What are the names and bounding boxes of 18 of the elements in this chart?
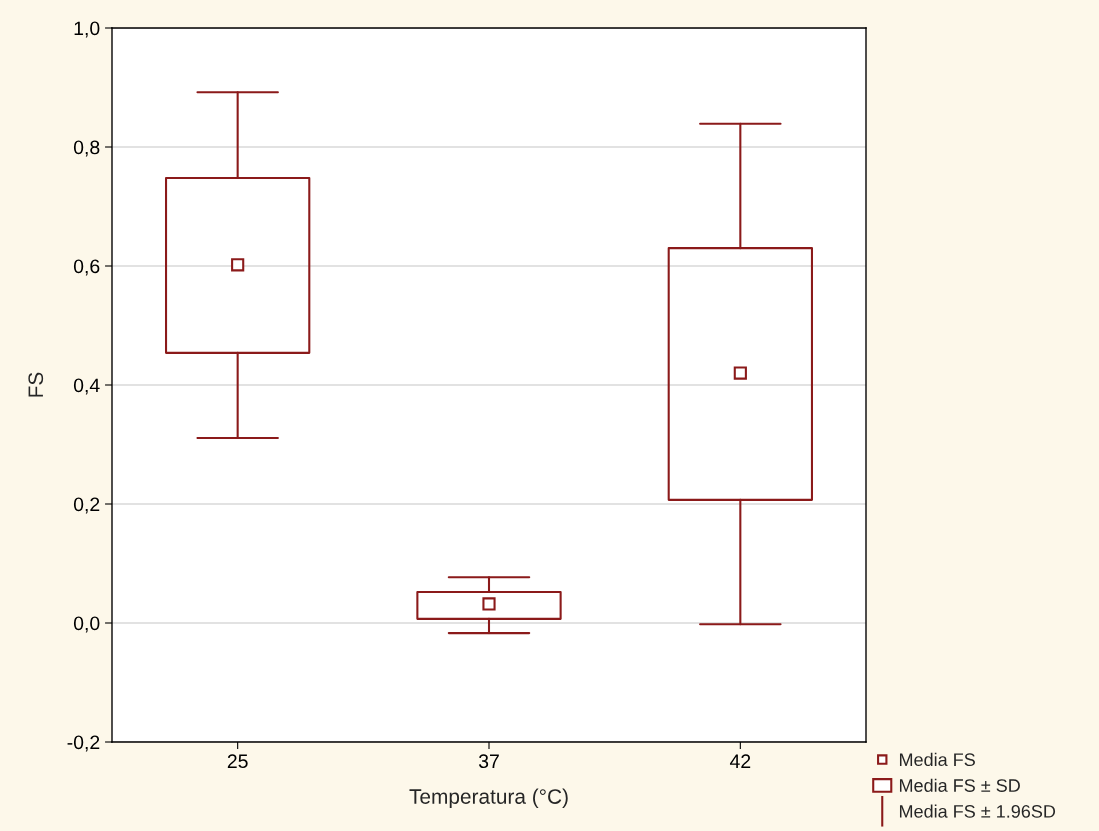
y-tick-label: 0,6 xyxy=(73,259,100,276)
text: Media FS ± 1.96SD xyxy=(899,804,1056,818)
y-tick-label: 0,4 xyxy=(73,378,100,395)
x-tick-label: 42 xyxy=(729,754,751,768)
legend-label: Media FS ± SD xyxy=(899,778,1020,792)
y-tick-label: 0,2 xyxy=(73,497,100,514)
x-tick-label: 37 xyxy=(478,754,499,769)
legend-label: Media FS xyxy=(899,752,975,767)
point xyxy=(231,258,245,272)
x-tick-label: 25 xyxy=(227,754,248,769)
y-tick-label: 0,8 xyxy=(73,140,100,157)
x-axis-title: Temperatura (°C) xyxy=(409,788,568,809)
point xyxy=(482,597,496,611)
point xyxy=(733,366,747,380)
y-tick-label: 1,0 xyxy=(74,21,100,38)
y-axis-title: FS xyxy=(28,372,44,397)
y-tick-label: 0,0 xyxy=(73,616,100,633)
y-tick-label: -0,2 xyxy=(67,735,100,752)
